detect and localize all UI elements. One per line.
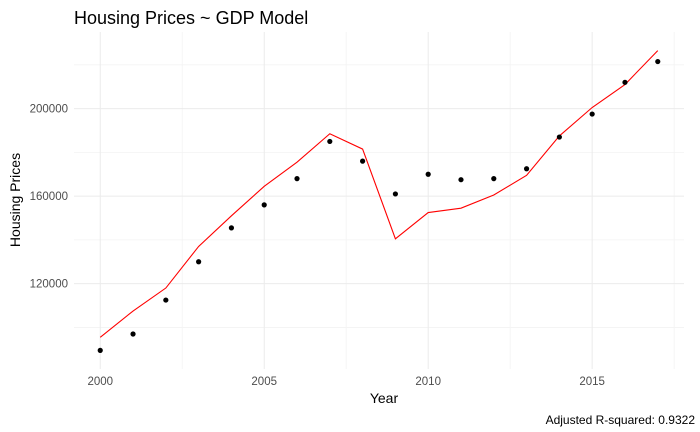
data-point: [360, 158, 366, 164]
data-point: [523, 166, 530, 172]
data-point: [622, 79, 628, 85]
fitted-model-line: [99, 50, 659, 338]
x-tick-labels: 2000 2005 2010 2015: [87, 376, 605, 388]
data-point: [491, 176, 497, 182]
data-point: [130, 331, 136, 337]
data-point: [458, 177, 464, 183]
data-point: [163, 297, 169, 303]
y-axis-title: Housing Prices: [7, 153, 23, 247]
adjusted-r-squared-caption: Adjusted R-squared: 0.9322: [546, 413, 696, 427]
data-points-layer: [97, 58, 661, 353]
data-point: [589, 111, 595, 117]
data-point: [97, 347, 103, 353]
y-tick-label: 160000: [30, 191, 68, 203]
x-tick-label: 2000: [87, 376, 113, 388]
data-point: [392, 191, 398, 197]
data-point: [655, 58, 661, 65]
chart-title: Housing Prices ~ GDP Model: [74, 8, 308, 28]
x-tick-label: 2015: [579, 376, 605, 388]
data-point: [196, 259, 202, 265]
y-tick-label: 120000: [30, 279, 68, 291]
x-tick-label: 2005: [251, 376, 277, 388]
fitted-line-layer: [99, 50, 659, 338]
data-point: [327, 138, 333, 145]
y-tick-label: 200000: [30, 104, 68, 116]
data-point: [294, 176, 300, 182]
x-tick-label: 2010: [415, 376, 441, 388]
gridlines: [74, 32, 684, 369]
data-point: [261, 202, 267, 208]
data-point: [425, 171, 431, 177]
y-tick-labels: 120000 160000 200000: [30, 104, 68, 291]
data-point: [228, 225, 235, 231]
data-point: [556, 134, 562, 140]
x-axis-title: Year: [370, 390, 399, 406]
